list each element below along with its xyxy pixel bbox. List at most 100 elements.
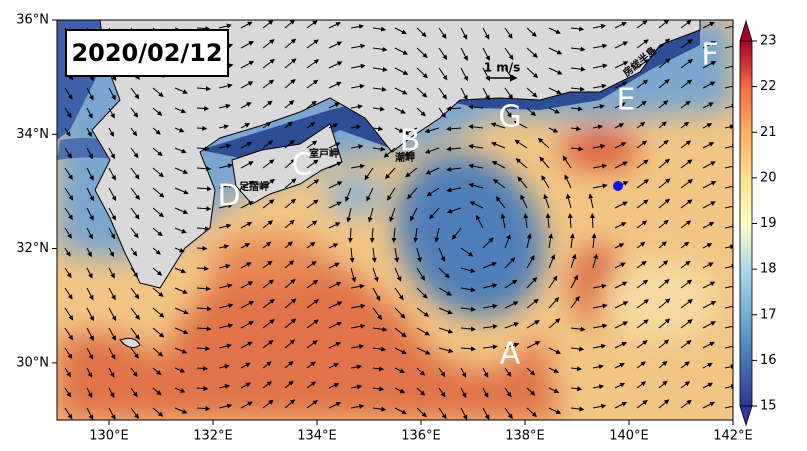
colorbar-tick-label: 16 bbox=[760, 353, 777, 368]
vector bbox=[504, 47, 514, 61]
vector bbox=[416, 287, 428, 299]
vector bbox=[680, 381, 691, 389]
vector bbox=[592, 283, 607, 289]
colorbar-tick-label: 23 bbox=[760, 34, 777, 49]
vector bbox=[86, 267, 93, 279]
vector bbox=[372, 26, 387, 32]
vector bbox=[86, 327, 94, 342]
vector bbox=[482, 387, 489, 399]
vector bbox=[152, 387, 162, 396]
vector bbox=[262, 319, 275, 329]
vector bbox=[328, 102, 340, 109]
vector bbox=[614, 243, 625, 249]
vector bbox=[416, 387, 426, 396]
vector bbox=[372, 66, 388, 72]
vector bbox=[174, 367, 186, 373]
vector bbox=[328, 61, 343, 69]
vector bbox=[515, 158, 528, 169]
vector bbox=[702, 321, 717, 329]
vector bbox=[328, 123, 339, 129]
vector bbox=[152, 307, 165, 318]
vector bbox=[724, 104, 733, 109]
vector bbox=[702, 262, 714, 269]
vector bbox=[504, 322, 520, 329]
vector bbox=[262, 260, 273, 269]
vector bbox=[460, 387, 467, 399]
vector bbox=[724, 285, 733, 289]
vector bbox=[702, 362, 713, 369]
vector bbox=[438, 327, 454, 334]
vector bbox=[724, 45, 733, 49]
vector bbox=[468, 144, 484, 149]
vector bbox=[240, 102, 252, 109]
vector bbox=[438, 387, 446, 398]
vector bbox=[504, 407, 513, 420]
vector bbox=[438, 307, 453, 315]
vector bbox=[702, 123, 713, 129]
vector bbox=[240, 201, 254, 209]
vector bbox=[174, 87, 188, 94]
vector bbox=[413, 227, 419, 243]
vector bbox=[64, 227, 72, 239]
vector bbox=[658, 298, 671, 309]
vector bbox=[152, 227, 163, 237]
vector bbox=[262, 100, 273, 109]
vector bbox=[394, 387, 406, 394]
vector bbox=[306, 59, 320, 69]
vector bbox=[636, 399, 648, 409]
vector bbox=[482, 324, 498, 330]
vector bbox=[702, 201, 716, 209]
vector bbox=[262, 39, 275, 49]
vector bbox=[416, 267, 425, 281]
vector bbox=[570, 346, 585, 352]
vector bbox=[658, 58, 671, 69]
date-label: 2020/02/12 bbox=[71, 39, 222, 67]
vector bbox=[460, 267, 476, 274]
vector bbox=[347, 227, 353, 243]
vector bbox=[306, 79, 319, 89]
vector bbox=[702, 81, 716, 89]
vector bbox=[130, 367, 138, 377]
vector bbox=[537, 137, 550, 149]
vector bbox=[108, 207, 116, 221]
vector bbox=[152, 107, 163, 116]
vector bbox=[372, 366, 385, 372]
vector bbox=[174, 247, 185, 253]
vector bbox=[130, 327, 140, 340]
vector bbox=[372, 106, 386, 112]
colorbar-tick-label: 21 bbox=[760, 125, 777, 140]
vector bbox=[438, 247, 446, 262]
vector bbox=[218, 244, 230, 250]
vector bbox=[262, 159, 275, 169]
vector bbox=[372, 126, 384, 132]
vector bbox=[451, 227, 462, 240]
vector bbox=[64, 307, 74, 321]
vector bbox=[567, 213, 573, 229]
vector bbox=[86, 187, 94, 202]
vector bbox=[416, 327, 431, 336]
vector bbox=[438, 407, 447, 420]
x-tick-label: 134°E bbox=[297, 429, 337, 444]
vector bbox=[591, 233, 597, 249]
vector bbox=[152, 167, 164, 178]
vector bbox=[614, 81, 628, 89]
vector bbox=[174, 187, 189, 195]
vector bbox=[152, 327, 165, 338]
vector bbox=[240, 41, 254, 49]
vector bbox=[680, 59, 693, 69]
vector bbox=[570, 86, 585, 92]
vector bbox=[130, 207, 140, 220]
vector bbox=[460, 67, 468, 82]
vector bbox=[86, 307, 94, 322]
vector bbox=[152, 347, 164, 357]
vector bbox=[570, 253, 577, 269]
vector bbox=[680, 399, 692, 409]
vector bbox=[504, 87, 514, 100]
vector bbox=[284, 399, 296, 409]
vector bbox=[64, 367, 72, 378]
vector bbox=[108, 167, 116, 181]
vector bbox=[372, 346, 387, 352]
vector bbox=[174, 227, 187, 234]
vector bbox=[702, 181, 717, 189]
vector bbox=[262, 241, 272, 249]
